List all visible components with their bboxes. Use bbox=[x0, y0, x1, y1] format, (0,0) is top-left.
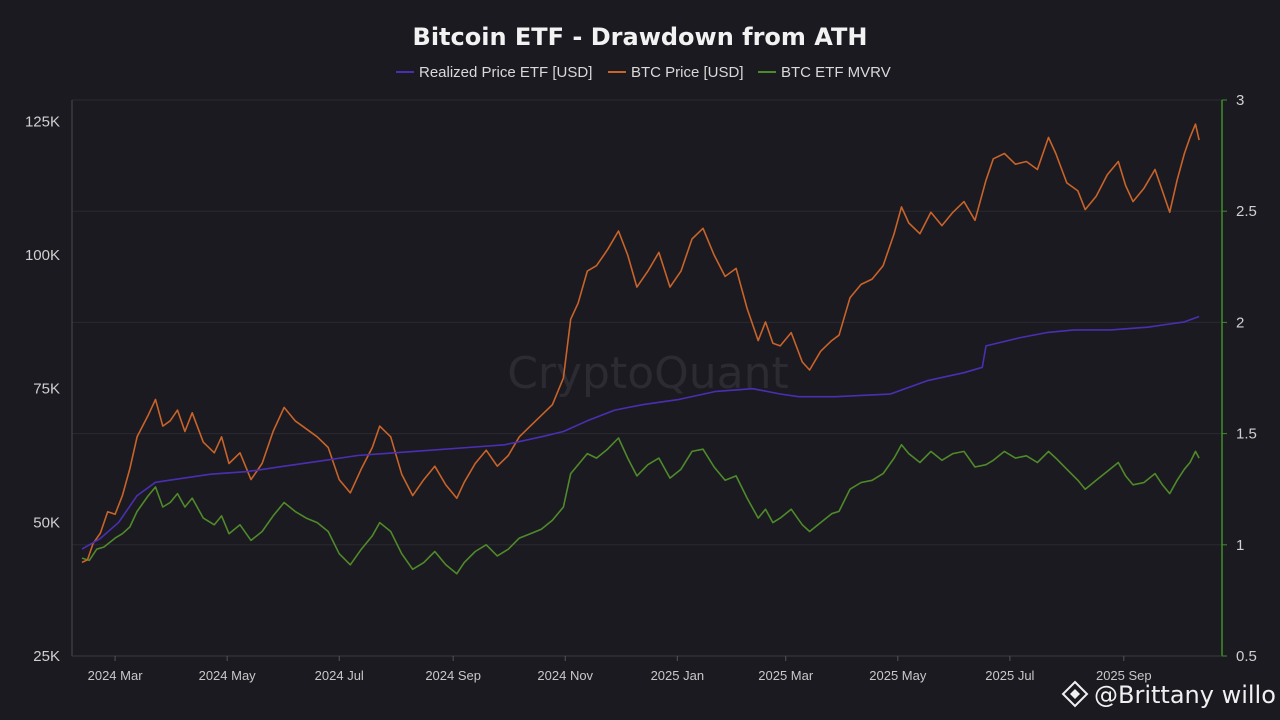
x-tick-label: 2024 Nov bbox=[537, 668, 593, 683]
series-mvrv bbox=[81, 437, 1200, 575]
watermark: CryptoQuant bbox=[507, 348, 789, 399]
right-axis-ticks: 0.5 1 1.5 2 2.5 3 bbox=[1222, 92, 1257, 665]
x-tick-label: 2025 Jan bbox=[651, 668, 705, 683]
right-tick-label: 1 bbox=[1236, 537, 1244, 554]
credit-text: @Brittany willo bbox=[1094, 681, 1276, 709]
left-tick-label: 25K bbox=[33, 648, 60, 665]
legend-item-btc[interactable]: BTC Price [USD] bbox=[608, 64, 744, 81]
legend-label-btc: BTC Price [USD] bbox=[631, 64, 744, 81]
right-tick-label: 3 bbox=[1236, 92, 1244, 109]
x-tick-label: 2024 Mar bbox=[88, 668, 144, 683]
x-tick-label: 2025 Jul bbox=[985, 668, 1034, 683]
legend-item-realized[interactable]: Realized Price ETF [USD] bbox=[396, 64, 592, 81]
x-tick-label: 2025 Mar bbox=[758, 668, 814, 683]
right-tick-label: 1.5 bbox=[1236, 426, 1257, 443]
series-layer bbox=[81, 123, 1200, 575]
x-tick-label: 2024 Sep bbox=[425, 668, 481, 683]
left-tick-label: 125K bbox=[25, 113, 60, 130]
legend-item-mvrv[interactable]: BTC ETF MVRV bbox=[758, 64, 891, 81]
right-tick-label: 2.5 bbox=[1236, 203, 1257, 220]
x-axis-ticks: 2024 Mar 2024 May 2024 Jul 2024 Sep 2024 Nov… bbox=[88, 656, 1152, 683]
chart-title: Bitcoin ETF - Drawdown from ATH bbox=[413, 23, 868, 51]
credit-badge: @Brittany willo bbox=[1061, 680, 1276, 709]
diamond-logo-icon bbox=[1061, 680, 1089, 708]
x-tick-label: 2025 Sep bbox=[1096, 668, 1152, 683]
left-tick-label: 50K bbox=[33, 514, 60, 531]
x-tick-label: 2024 Jul bbox=[315, 668, 364, 683]
legend-label-mvrv: BTC ETF MVRV bbox=[781, 64, 891, 81]
legend: Realized Price ETF [USD] BTC Price [USD]… bbox=[396, 64, 891, 81]
right-tick-label: 2 bbox=[1236, 314, 1244, 331]
left-axis-ticks: 25K 50K 75K 100K 125K bbox=[25, 113, 60, 665]
x-tick-label: 2025 May bbox=[869, 668, 927, 683]
series-btc-price bbox=[81, 123, 1200, 564]
right-tick-label: 0.5 bbox=[1236, 648, 1257, 665]
gridlines bbox=[72, 99, 1222, 546]
x-tick-label: 2024 May bbox=[199, 668, 257, 683]
legend-label-realized: Realized Price ETF [USD] bbox=[419, 64, 592, 81]
left-tick-label: 100K bbox=[25, 247, 60, 264]
left-tick-label: 75K bbox=[33, 381, 60, 398]
series-realized-price bbox=[81, 315, 1200, 550]
